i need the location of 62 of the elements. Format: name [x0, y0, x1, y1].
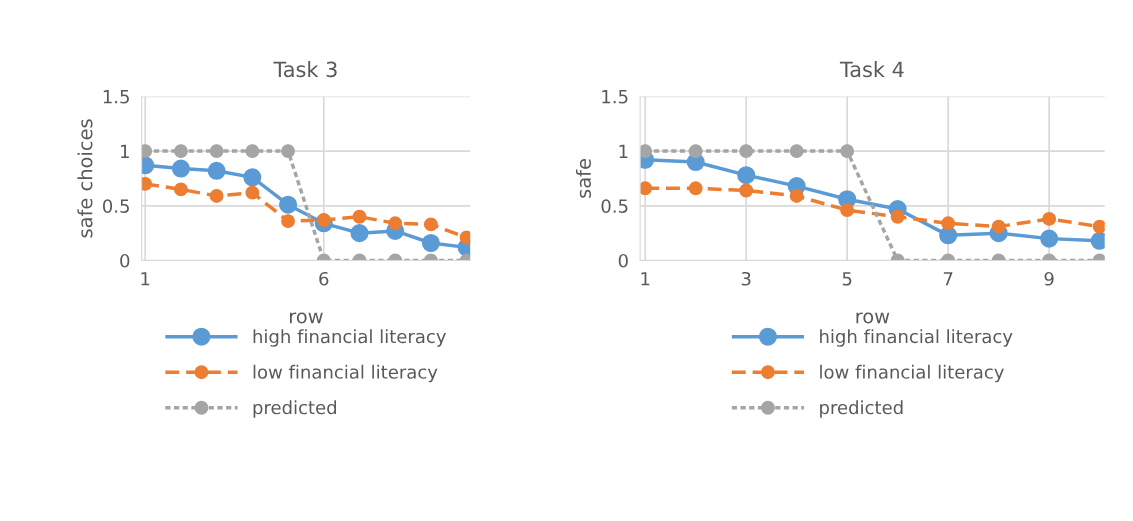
point [245, 144, 260, 159]
point [739, 183, 754, 198]
y-axis-title: safe choices [77, 119, 93, 238]
chart-title: Task 4 [839, 61, 904, 78]
x-tick-label: 1 [641, 272, 650, 286]
point [1042, 211, 1057, 226]
chart-title: Task 3 [273, 61, 337, 78]
point [737, 166, 756, 185]
x-tick-label: 3 [741, 271, 751, 286]
point [352, 209, 367, 224]
point [789, 189, 804, 203]
y-tick-label: 0 [120, 253, 130, 268]
point [207, 161, 226, 180]
point [209, 144, 224, 159]
x-tick-label: 5 [842, 272, 852, 286]
point [1092, 219, 1105, 234]
point [173, 144, 188, 159]
x-axis-title: row [290, 312, 323, 324]
legend-label: predicted [820, 400, 903, 418]
point [941, 216, 956, 231]
point [688, 144, 703, 159]
legend-label: predicted [253, 400, 336, 418]
point [640, 144, 653, 159]
point [243, 168, 262, 187]
point [281, 214, 295, 229]
point [388, 216, 403, 231]
x-tick-label: 7 [943, 272, 953, 286]
point [279, 195, 298, 214]
point [640, 181, 653, 196]
point [840, 144, 855, 159]
point [421, 233, 440, 253]
point [350, 224, 369, 243]
y-axis-title: safe [575, 159, 591, 198]
point [173, 182, 188, 197]
point [688, 181, 703, 196]
y-tick-label: 1 [121, 144, 129, 158]
y-tick-label: 0 [618, 253, 628, 268]
x-tick-label: 6 [319, 271, 329, 286]
point [209, 189, 224, 203]
x-tick-label: 9 [1044, 271, 1054, 286]
point [991, 219, 1006, 234]
point [739, 144, 754, 159]
y-tick-label: 1.5 [602, 90, 628, 104]
y-tick-label: 1.5 [103, 90, 129, 104]
x-axis-title: row [856, 312, 890, 324]
point [281, 144, 295, 159]
point [171, 159, 190, 178]
y-tick-label: 1 [619, 144, 628, 158]
point [840, 203, 855, 218]
legend-label: low financial literacy [253, 364, 438, 383]
point [245, 185, 260, 200]
point [789, 144, 804, 159]
point [423, 217, 438, 232]
y-tick-label: 0.5 [102, 199, 129, 213]
point [890, 209, 905, 224]
legend-label: high financial literacy [820, 329, 1013, 347]
legend-label: high financial literacy [253, 329, 446, 347]
legend-label: low financial literacy [820, 364, 1004, 383]
point [316, 213, 331, 227]
y-tick-label: 0.5 [601, 199, 628, 213]
point [1040, 229, 1059, 248]
x-tick-label: 1 [141, 272, 150, 286]
